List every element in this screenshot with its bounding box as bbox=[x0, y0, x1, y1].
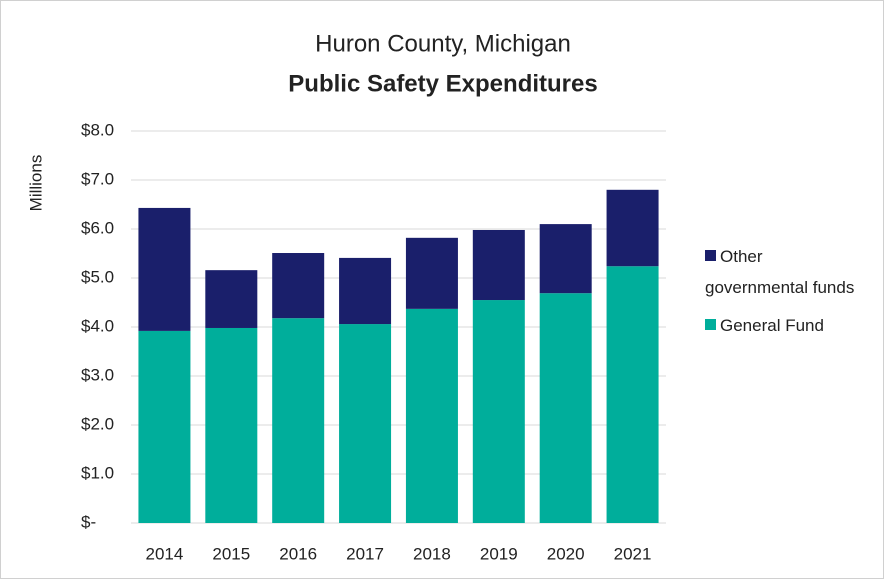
legend-swatch bbox=[705, 250, 716, 261]
y-tick-label: $7.0 bbox=[81, 169, 114, 188]
x-tick-label: 2015 bbox=[212, 544, 250, 563]
bar-segment bbox=[138, 207, 191, 331]
y-tick-label: $4.0 bbox=[81, 316, 114, 335]
x-tick-label: 2019 bbox=[480, 544, 518, 563]
x-tick-label: 2018 bbox=[413, 544, 451, 563]
x-tick-label: 2021 bbox=[614, 544, 652, 563]
chart-subtitle: Public Safety Expenditures bbox=[288, 70, 597, 97]
bar-segment bbox=[272, 253, 325, 319]
bar-segment bbox=[272, 318, 325, 523]
y-tick-label: $3.0 bbox=[81, 365, 114, 384]
bar-segment bbox=[606, 189, 659, 267]
bar-segment bbox=[205, 327, 258, 523]
bar-segment bbox=[606, 266, 659, 523]
chart-title: Huron County, Michigan bbox=[315, 30, 571, 57]
legend-label: Other governmental funds bbox=[705, 247, 855, 297]
y-tick-label: $- bbox=[81, 512, 96, 531]
bar-segment bbox=[539, 293, 592, 523]
y-tick-label: $8.0 bbox=[81, 120, 114, 139]
y-tick-label: $1.0 bbox=[81, 463, 114, 482]
bar-segment bbox=[472, 300, 525, 523]
x-tick-label: 2016 bbox=[279, 544, 317, 563]
y-tick-label: $5.0 bbox=[81, 267, 114, 286]
bar-segment bbox=[339, 257, 392, 325]
x-tick-label: 2014 bbox=[146, 544, 184, 563]
legend-swatch bbox=[705, 319, 716, 330]
x-tick-label: 2020 bbox=[547, 544, 585, 563]
x-tick-label: 2017 bbox=[346, 544, 384, 563]
y-axis-label: Millions bbox=[26, 155, 45, 212]
legend-label: General Fund bbox=[720, 316, 824, 335]
bar-segment bbox=[472, 229, 525, 301]
bar-segment bbox=[405, 308, 458, 523]
bar-segment bbox=[539, 224, 592, 294]
bar-segment bbox=[138, 330, 191, 523]
legend-item: General Fund bbox=[705, 310, 865, 341]
legend-item: Other governmental funds bbox=[705, 241, 865, 303]
y-tick-label: $6.0 bbox=[81, 218, 114, 237]
y-tick-label: $2.0 bbox=[81, 414, 114, 433]
bar-segment bbox=[339, 324, 392, 523]
bar-segment bbox=[405, 237, 458, 309]
bar-segment bbox=[205, 270, 258, 328]
